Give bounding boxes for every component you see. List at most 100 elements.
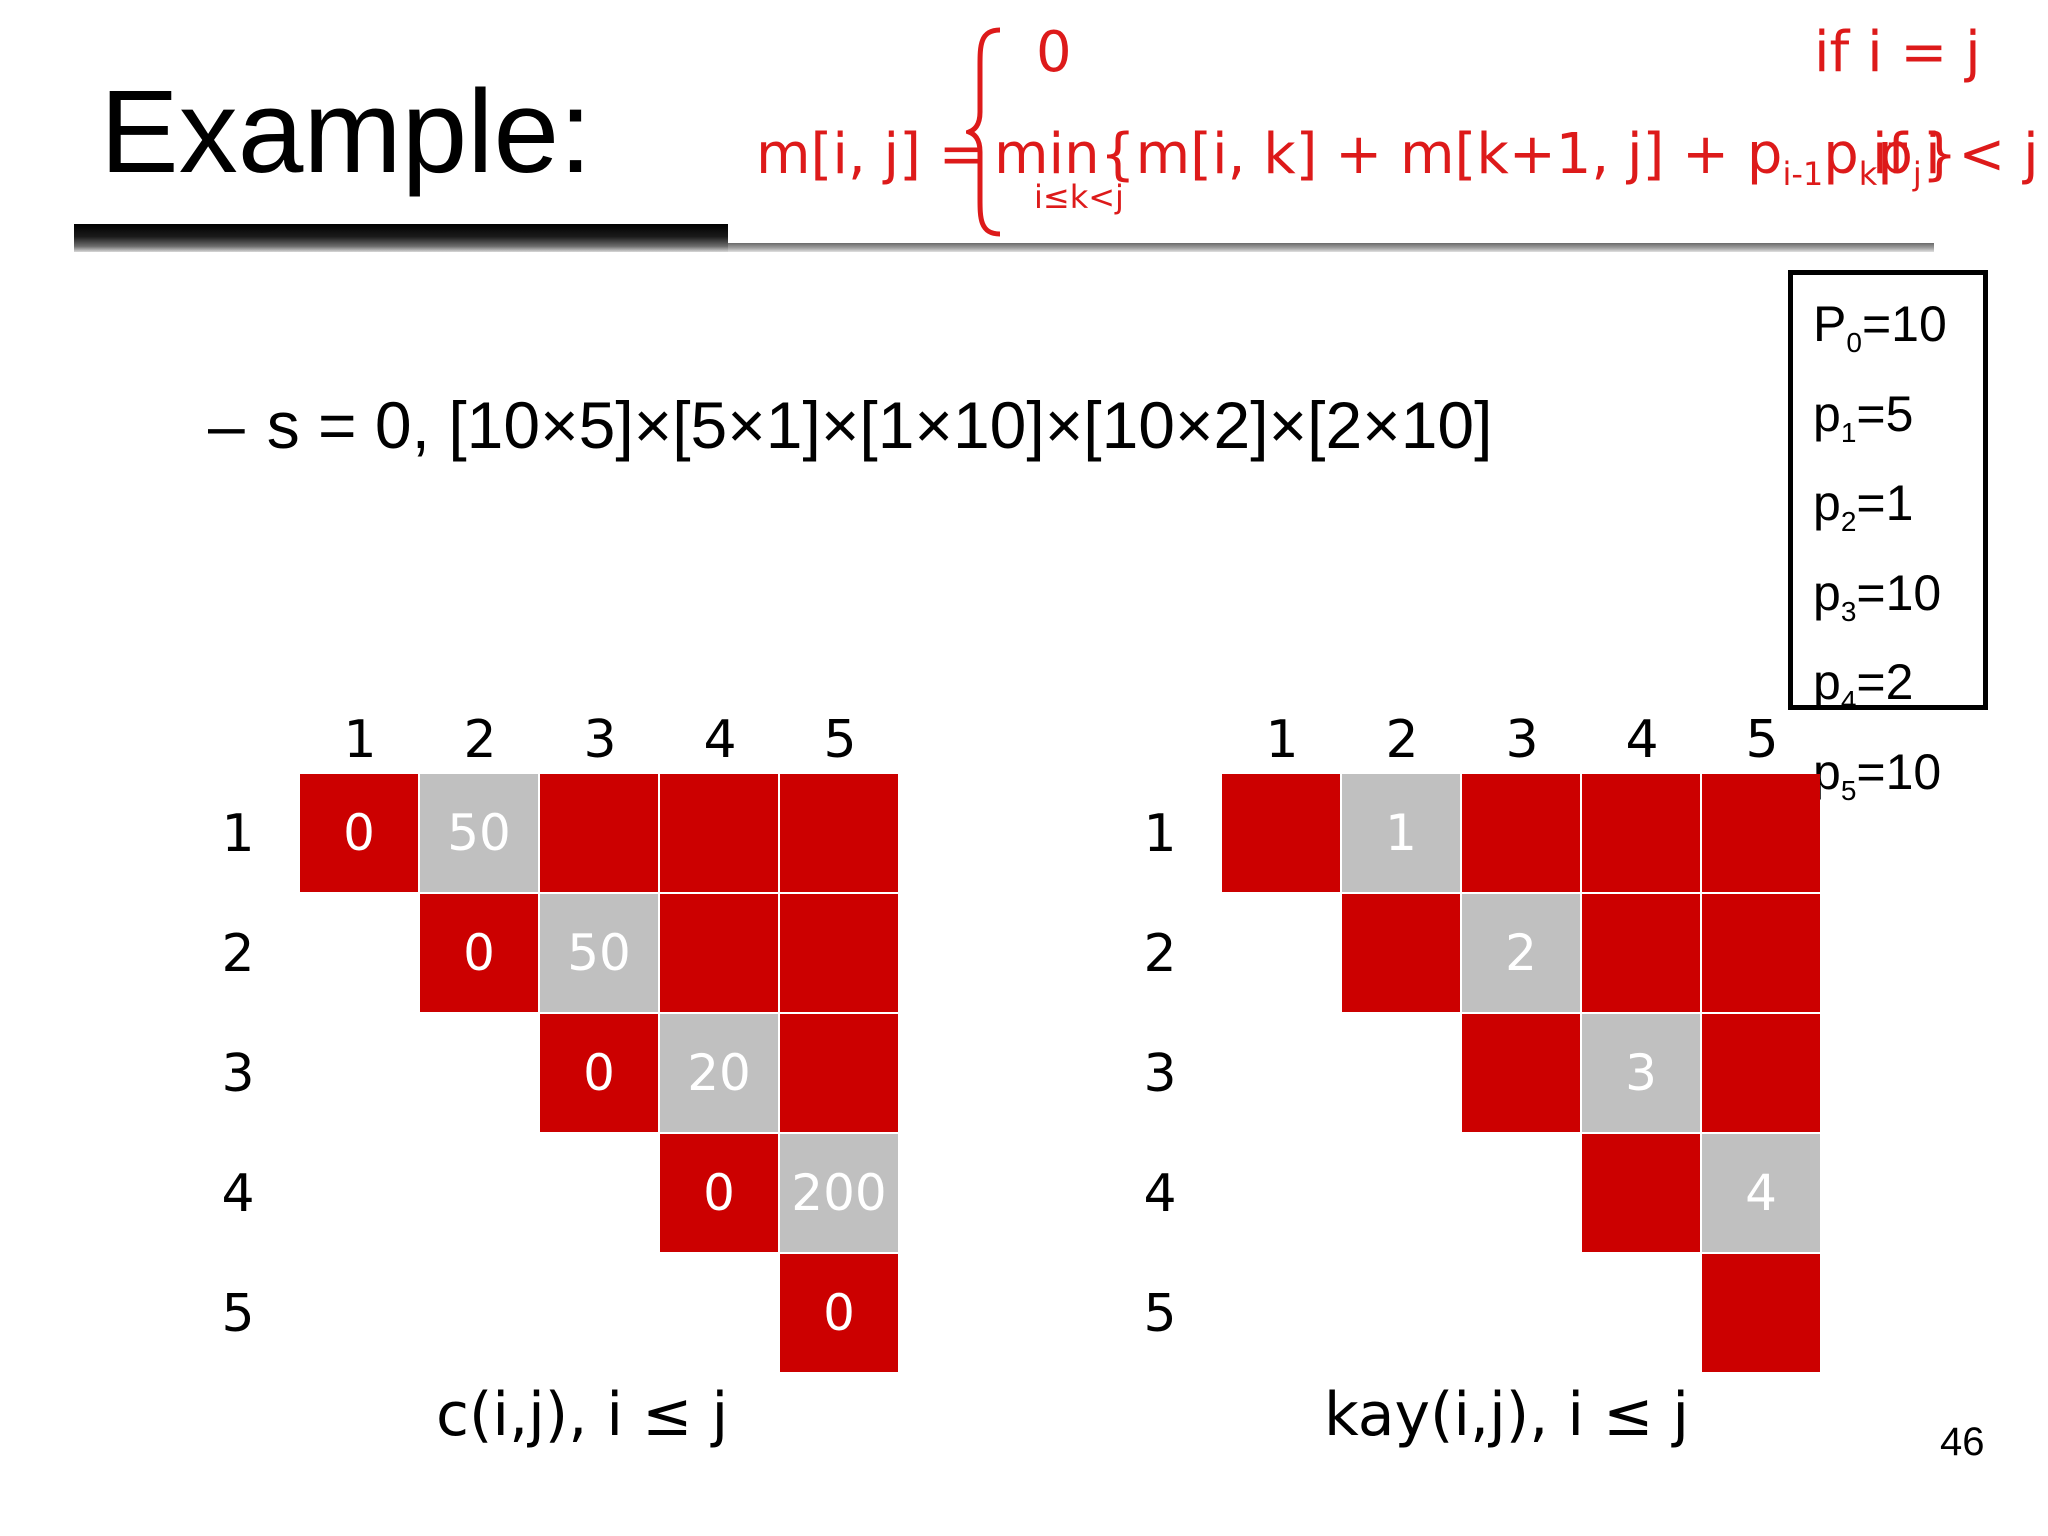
row-label: 2	[1143, 924, 1177, 984]
row-label: 5	[221, 1284, 255, 1344]
formula-expr-sub2: k	[1858, 155, 1878, 194]
column-label: 1	[343, 710, 377, 770]
table-cell	[1582, 774, 1700, 892]
column-label: 2	[463, 710, 497, 770]
table-cell: 200	[780, 1134, 898, 1252]
formula-expr-p3: p	[1877, 122, 1913, 187]
table-cell	[660, 894, 778, 1012]
dimension-subscript: 1	[1840, 416, 1857, 448]
row-label: 3	[221, 1044, 255, 1104]
recurrence-formula: m[i, j] = 0 if i = j min i≤k<j {m[i, k] …	[0, 0, 2048, 260]
bullet-point: – s = 0, [10×5]×[5×1]×[1×10]×[10×2]×[2×10…	[208, 385, 1492, 465]
title-underline-thick	[74, 224, 728, 252]
column-label: 4	[703, 710, 737, 770]
table-cell	[1582, 1134, 1700, 1252]
dimension-name: p	[1813, 564, 1841, 621]
table-cell	[1462, 774, 1580, 892]
formula-expression: {m[i, k] + m[k+1, j] + pi-1pkpj}	[1100, 122, 1957, 207]
table-cell	[1702, 1254, 1820, 1372]
table-cell: 20	[660, 1014, 778, 1132]
bullet-text: s = 0, [10×5]×[5×1]×[1×10]×[10×2]×[2×10]	[266, 388, 1493, 462]
column-label: 1	[1265, 710, 1299, 770]
formula-min-subscript: i≤k<j	[1034, 178, 1124, 216]
dimension-value: =10	[1856, 743, 1942, 800]
dimension-box: P0=10 p1=5 p2=1 p3=10 p4=2 p5=10	[1788, 270, 1988, 806]
bullet-dash: –	[208, 388, 245, 462]
table-cell	[780, 1014, 898, 1132]
dimension-value: =5	[1856, 385, 1914, 442]
table-cell	[780, 774, 898, 892]
dimension-item: p1=5	[1813, 379, 1983, 469]
table-cell	[1702, 774, 1820, 892]
table-cell	[1462, 1014, 1580, 1132]
table-cell: 2	[1462, 894, 1580, 1012]
table-cell: 0	[660, 1134, 778, 1252]
row-label: 1	[221, 804, 255, 864]
row-label: 4	[1143, 1164, 1177, 1224]
table-cell	[1582, 894, 1700, 1012]
table-caption: c(i,j), i ≤ j	[436, 1380, 729, 1450]
column-label: 5	[1745, 710, 1779, 770]
row-label: 3	[1143, 1044, 1177, 1104]
table-caption: kay(i,j), i ≤ j	[1324, 1380, 1690, 1450]
title-underline-thin	[728, 243, 1934, 252]
table-cell	[780, 894, 898, 1012]
table-cell: 4	[1702, 1134, 1820, 1252]
column-label: 2	[1385, 710, 1419, 770]
formula-case1-value: 0	[1036, 20, 1072, 85]
formula-expr-sub1: i-1	[1782, 155, 1824, 194]
table-cell: 0	[540, 1014, 658, 1132]
table-cell: 0	[780, 1254, 898, 1372]
table-cell	[1342, 894, 1460, 1012]
formula-lhs: m[i, j] =	[756, 122, 986, 187]
column-label: 4	[1625, 710, 1659, 770]
dimension-name: p	[1813, 385, 1841, 442]
dimension-item: p4=2	[1813, 647, 1983, 737]
dimension-value: =10	[1856, 564, 1942, 621]
dimension-item: p3=10	[1813, 558, 1983, 648]
formula-min: min	[994, 122, 1100, 187]
slide-title: Example:	[100, 66, 592, 198]
dimension-subscript: 0	[1846, 327, 1862, 358]
dimension-subscript: 3	[1840, 595, 1857, 627]
row-label: 5	[1143, 1284, 1177, 1344]
formula-expr-sub3: j	[1912, 155, 1922, 194]
row-label: 2	[221, 924, 255, 984]
dimension-name: p	[1813, 654, 1841, 710]
row-label: 1	[1143, 804, 1177, 864]
row-label: 4	[221, 1164, 255, 1224]
dimension-value: =1	[1856, 475, 1914, 531]
column-label: 3	[1505, 710, 1539, 770]
table-cell: 50	[540, 894, 658, 1012]
table-cell: 0	[420, 894, 538, 1012]
formula-expr-close: }	[1921, 122, 1958, 187]
table-cell: 3	[1582, 1014, 1700, 1132]
formula-expr-main: {m[i, k] + m[k+1, j] + p	[1100, 122, 1783, 187]
column-label: 3	[583, 710, 617, 770]
table-cell	[540, 774, 658, 892]
formula-case2-condition: if i < j	[1872, 122, 2039, 187]
column-label: 5	[823, 710, 857, 770]
dimension-name: P	[1813, 296, 1847, 352]
table-cell: 0	[300, 774, 418, 892]
dimension-name: p	[1813, 475, 1841, 531]
table-cell	[1702, 1014, 1820, 1132]
dimension-subscript: 2	[1840, 506, 1857, 537]
dimension-value: =2	[1856, 654, 1914, 710]
dimension-value: =10	[1861, 296, 1947, 352]
dimension-subscript: 4	[1840, 685, 1857, 716]
dimension-item: P0=10	[1813, 289, 1983, 379]
table-cell: 1	[1342, 774, 1460, 892]
formula-case1-condition: if i = j	[1814, 20, 1981, 85]
table-cell: 50	[420, 774, 538, 892]
page-number: 46	[1940, 1420, 1985, 1464]
table-cell	[1702, 894, 1820, 1012]
formula-expr-p2: p	[1823, 122, 1859, 187]
dimension-item: p5=10	[1813, 737, 1983, 827]
table-cell	[660, 774, 778, 892]
dimension-item: p2=1	[1813, 468, 1983, 558]
dimension-list: P0=10 p1=5 p2=1 p3=10 p4=2 p5=10	[1813, 289, 1983, 826]
table-cell	[1222, 774, 1340, 892]
dimension-subscript: 5	[1840, 774, 1857, 806]
left-brace-icon	[966, 27, 1001, 237]
